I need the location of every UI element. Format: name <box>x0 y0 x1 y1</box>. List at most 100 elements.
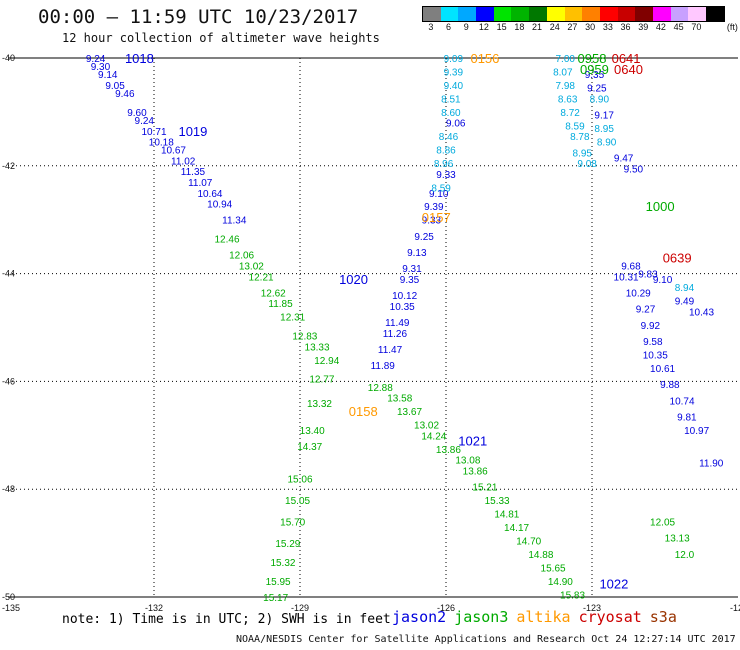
color-swatch <box>440 7 459 21</box>
data-point-label: 12.06 <box>229 251 254 262</box>
data-point-label: 14.70 <box>516 536 541 547</box>
data-point-label: 13.32 <box>307 399 332 410</box>
page-title: 00:00 – 11:59 UTC 10/23/2017 <box>38 6 359 28</box>
data-point-label: 11.85 <box>268 299 293 310</box>
pass-time-label: 1022 <box>599 577 628 592</box>
data-point-label: 7.00 <box>555 54 575 65</box>
data-point-label: 9.13 <box>407 248 427 259</box>
data-point-label: 12.62 <box>261 288 286 299</box>
color-swatch <box>564 7 583 21</box>
data-point-label: 9.24 <box>135 116 155 127</box>
color-swatch <box>617 7 636 21</box>
data-point-label: 10.35 <box>643 350 668 361</box>
color-scale-label: 3 <box>428 22 434 32</box>
color-scale-label: 12 <box>478 22 489 32</box>
credit-line: NOAA/NESDIS Center for Satellite Applica… <box>236 634 736 645</box>
color-scale-label: 30 <box>585 22 596 32</box>
pass-time-label: 0157 <box>422 210 451 225</box>
data-point-label: 8.46 <box>439 132 459 143</box>
data-point-label: 10.94 <box>207 200 232 211</box>
data-point-label: 15.65 <box>541 563 566 574</box>
data-point-label: 9.49 <box>675 297 695 308</box>
data-point-label: 8.07 <box>553 67 573 78</box>
data-point-label: 9.81 <box>677 412 697 423</box>
data-point-label: 8.51 <box>441 94 461 105</box>
data-point-label: 13.58 <box>387 394 412 405</box>
data-point-label: 10.18 <box>149 138 174 149</box>
data-point-label: 10.71 <box>141 127 166 138</box>
data-point-label: 14.24 <box>421 431 446 442</box>
y-tick-label: -46 <box>2 376 15 386</box>
data-point-label: 9.33 <box>422 216 442 227</box>
y-tick-label: -42 <box>2 161 15 171</box>
color-swatch <box>423 7 441 21</box>
data-point-label: 8.96 <box>434 159 454 170</box>
y-tick-label: -48 <box>2 484 15 494</box>
color-swatch <box>652 7 671 21</box>
data-point-label: 13.40 <box>300 426 325 437</box>
color-swatch <box>582 7 600 21</box>
page-subtitle: 12 hour collection of altimeter wave hei… <box>62 31 380 45</box>
data-point-label: 13.08 <box>455 456 480 467</box>
color-scale-label: 21 <box>532 22 543 32</box>
data-point-label: 9.60 <box>127 108 147 119</box>
data-point-label: 8.90 <box>590 94 610 105</box>
data-point-label: 10.31 <box>614 272 639 283</box>
data-point-label: 12.0 <box>675 550 695 561</box>
data-point-label: 14.81 <box>494 509 519 520</box>
data-point-label: 13.02 <box>414 421 439 432</box>
data-point-label: 15.33 <box>485 496 510 507</box>
color-scale-unit: (ft) <box>726 22 738 32</box>
x-tick-label: -126 <box>437 603 455 613</box>
data-point-label: 9.39 <box>444 67 464 78</box>
data-point-label: 11.02 <box>171 156 196 167</box>
data-point-label: 9.31 <box>402 264 422 275</box>
data-point-label: 14.90 <box>548 577 573 588</box>
data-point-label: 15.32 <box>270 558 295 569</box>
data-point-label: 10.12 <box>392 291 417 302</box>
data-point-label: 8.86 <box>436 146 456 157</box>
x-tick-label: -120 <box>730 603 740 613</box>
data-point-label: 10.43 <box>689 307 714 318</box>
color-scale-labels: 3 6 9 12 15 18 21 24 27 30 33 36 39 42 45 70 (ft) <box>422 22 740 34</box>
data-point-label: 8.78 <box>570 132 590 143</box>
data-point-label: 8.59 <box>565 121 585 132</box>
data-point-label: 15.29 <box>275 539 300 550</box>
data-point-label: 15.70 <box>280 518 305 529</box>
color-scale-label: 70 <box>691 22 702 32</box>
data-point-label: 12.88 <box>368 383 393 394</box>
color-swatch <box>476 7 494 21</box>
color-scale-label: 39 <box>638 22 649 32</box>
data-point-label: 9.14 <box>98 70 118 81</box>
pass-time-label: 1000 <box>646 199 675 214</box>
pass-time-label: 0639 <box>663 250 692 265</box>
data-point-label: 9.05 <box>105 81 125 92</box>
data-point-label: 9.33 <box>436 170 456 181</box>
data-point-label: 15.06 <box>287 474 312 485</box>
data-point-label: 7.98 <box>555 81 575 92</box>
color-swatch <box>493 7 512 21</box>
data-point-label: 13.13 <box>665 534 690 545</box>
data-point-label: 9.58 <box>643 337 663 348</box>
data-point-label: 11.89 <box>371 361 396 372</box>
data-point-label: 9.10 <box>653 275 673 286</box>
color-swatch <box>529 7 547 21</box>
data-point-label: 9.17 <box>594 111 614 122</box>
color-swatch <box>706 7 724 21</box>
data-point-label: 9.83 <box>638 270 658 281</box>
data-point-label: 10.67 <box>161 146 186 157</box>
data-point-label: 9.35 <box>585 70 605 81</box>
color-swatch <box>546 7 565 21</box>
y-tick-label: -50 <box>2 592 15 602</box>
data-point-label: 9.46 <box>115 89 135 100</box>
y-tick-label: -44 <box>2 269 15 279</box>
color-scale-label: 33 <box>602 22 613 32</box>
data-point-label: 15.21 <box>472 483 497 494</box>
data-point-label: 11.35 <box>181 167 206 178</box>
data-point-label: 15.17 <box>263 593 288 604</box>
data-point-label: 10.74 <box>670 396 695 407</box>
data-point-label: 11.26 <box>383 329 408 340</box>
pass-time-label: 1021 <box>458 434 487 449</box>
data-point-label: 9.92 <box>641 321 661 332</box>
data-point-label: 11.49 <box>385 318 410 329</box>
